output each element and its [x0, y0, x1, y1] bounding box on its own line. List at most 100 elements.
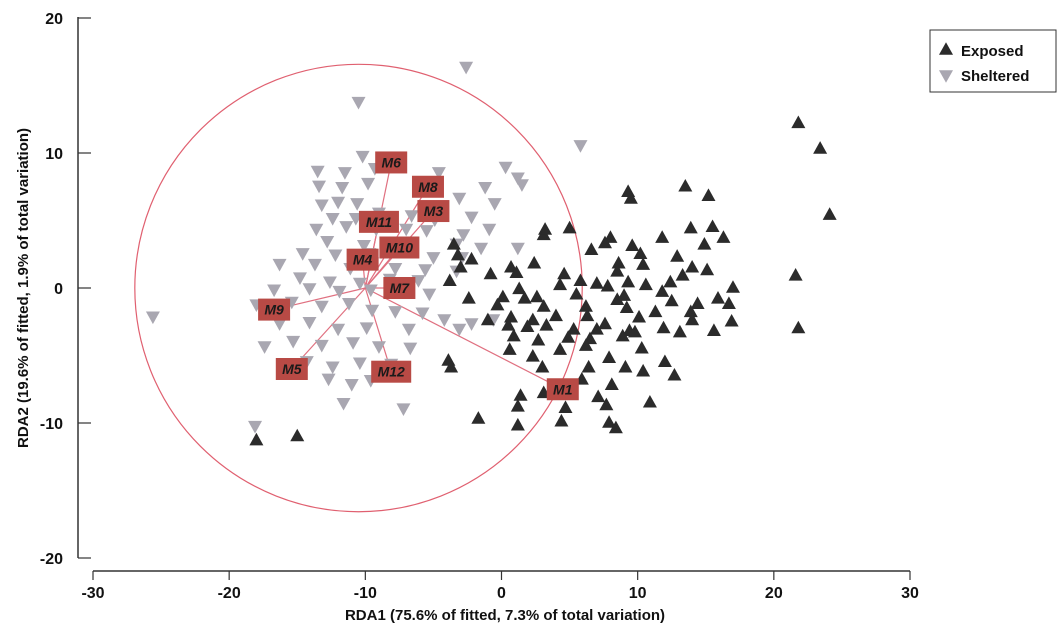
data-point-exposed [483, 266, 498, 280]
data-point-exposed [813, 141, 828, 154]
data-point-exposed [636, 363, 651, 377]
x-tick-label: 30 [901, 585, 919, 602]
y-ticks: 20 10 0 -10 -20 [40, 11, 91, 568]
data-point-exposed [597, 316, 612, 330]
data-point-sheltered [510, 172, 525, 186]
data-point-exposed [495, 289, 510, 303]
data-point-sheltered [431, 167, 446, 180]
data-point-sheltered [310, 165, 325, 179]
data-point-exposed [525, 312, 540, 326]
data-point-exposed [655, 284, 670, 297]
data-point-sheltered [352, 277, 367, 291]
data-point-sheltered [478, 181, 493, 195]
data-point-exposed [716, 230, 731, 243]
data-point-sheltered [314, 300, 329, 314]
data-point-sheltered [292, 272, 307, 286]
data-point-exposed [656, 320, 671, 334]
data-point-exposed [506, 328, 521, 342]
data-point-sheltered [422, 288, 437, 302]
data-point-exposed [672, 324, 687, 338]
data-point-sheltered [346, 337, 361, 350]
data-point-exposed [512, 281, 527, 295]
data-point-exposed [791, 320, 806, 334]
vector-label-box-m12 [371, 360, 412, 383]
data-point-exposed [553, 277, 568, 291]
data-point-sheltered [452, 323, 467, 337]
data-point-exposed [648, 304, 663, 318]
data-point-exposed [597, 235, 612, 249]
data-point-exposed [444, 359, 459, 373]
data-point-exposed [655, 230, 670, 243]
data-point-exposed [633, 246, 648, 260]
y-tick-label: 20 [45, 11, 63, 28]
data-point-exposed [788, 268, 803, 281]
data-point-exposed [724, 313, 739, 327]
data-point-exposed [615, 328, 630, 342]
data-point-sheltered [272, 318, 287, 331]
data-point-exposed [578, 299, 593, 312]
data-point-sheltered [359, 322, 374, 335]
data-point-sheltered [510, 242, 525, 256]
y-tick-label: -20 [40, 551, 63, 568]
vector-label-m11: M11 [366, 214, 392, 230]
data-point-exposed [625, 238, 640, 251]
data-point-sheltered [388, 262, 403, 276]
data-point-exposed [589, 322, 604, 335]
data-point-sheltered [404, 210, 419, 223]
data-point-sheltered [371, 341, 386, 354]
data-point-sheltered [267, 284, 282, 298]
data-point-sheltered [352, 357, 367, 371]
data-point-exposed [657, 354, 672, 368]
data-point-sheltered [322, 276, 337, 290]
data-point-exposed [580, 308, 595, 322]
data-point-sheltered [325, 213, 340, 226]
data-point-exposed [667, 367, 682, 381]
data-point-sheltered [328, 249, 343, 263]
data-point-sheltered [272, 258, 287, 272]
legend: Exposed Sheltered [929, 29, 1057, 93]
vector-label-box-m8 [411, 175, 444, 198]
data-point-sheltered [355, 150, 370, 164]
data-point-sheltered [344, 379, 359, 392]
data-point-exposed [675, 268, 690, 281]
data-point-exposed [509, 265, 524, 278]
data-point-exposed [638, 277, 653, 291]
data-point-exposed [591, 389, 606, 403]
data-point-exposed [501, 317, 516, 331]
data-point-sheltered [350, 198, 365, 211]
data-point-sheltered [415, 307, 430, 321]
axes [77, 17, 910, 572]
data-point-exposed [697, 236, 712, 250]
data-point-exposed [480, 312, 495, 326]
data-point-sheltered [302, 283, 317, 296]
x-tick-label: -20 [218, 585, 241, 602]
data-point-sheltered [464, 318, 479, 331]
vector-label-box-m10 [379, 236, 420, 259]
data-point-sheltered [456, 229, 471, 242]
data-point-sheltered [482, 223, 497, 237]
legend-triangle-down [939, 70, 953, 83]
data-point-exposed [578, 338, 593, 351]
data-point-exposed [520, 319, 535, 332]
vector-label-m4: M4 [353, 252, 373, 268]
data-point-exposed [685, 312, 700, 326]
vector-label-m8: M8 [418, 179, 438, 195]
data-point-sheltered [295, 248, 310, 261]
data-point-sheltered [399, 223, 414, 237]
data-point-exposed [290, 428, 305, 442]
data-point-exposed [513, 388, 528, 401]
x-ticks: -30 -20 -10 0 10 20 30 [81, 571, 919, 602]
data-point-sheltered [388, 306, 403, 319]
data-point-exposed [711, 290, 726, 304]
data-point-sheltered [401, 323, 416, 337]
data-point-exposed [536, 299, 551, 312]
data-point-exposed [527, 255, 542, 269]
correlation-circle [134, 63, 583, 513]
vector-label-box-m11 [358, 210, 399, 233]
data-point-exposed [471, 411, 486, 424]
data-point-exposed [558, 400, 573, 413]
data-point-exposed [623, 191, 638, 204]
data-point-sheltered [437, 314, 452, 327]
data-point-exposed [510, 417, 525, 431]
